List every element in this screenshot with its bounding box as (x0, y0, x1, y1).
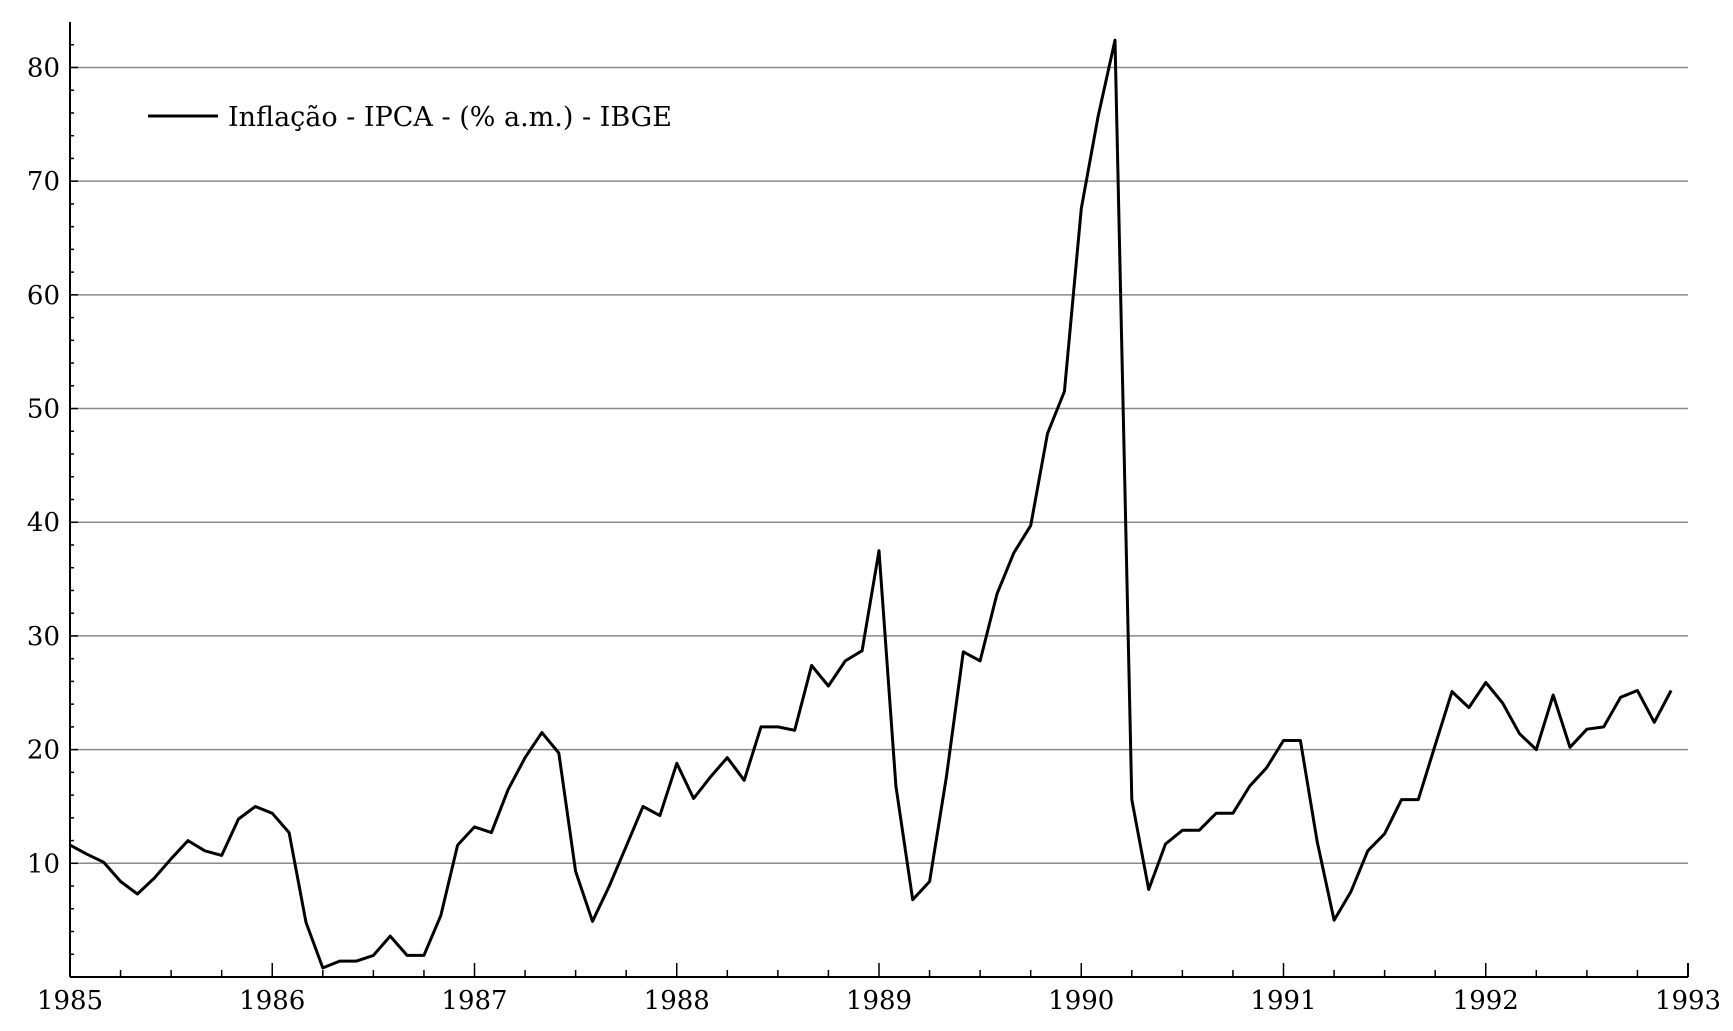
y-tick-label-20: 20 (27, 736, 60, 766)
y-tick-label-70: 70 (27, 167, 60, 197)
x-tick-label-1985: 1985 (37, 986, 103, 1016)
axes (69, 22, 1689, 978)
x-tick-label-1988: 1988 (644, 986, 710, 1016)
y-tick-label-80: 80 (27, 53, 60, 83)
y-ticks: 10 20 30 40 50 60 70 80 (27, 43, 78, 956)
series-line-0 (69, 38, 1673, 970)
y-tick-label-60: 60 (27, 281, 60, 311)
y-tick-label-30: 30 (27, 622, 60, 652)
y-tick-label-50: 50 (27, 395, 60, 425)
x-tick-label-1990: 1990 (1048, 986, 1114, 1016)
x-tick-label-1991: 1991 (1250, 986, 1316, 1016)
legend-label: Inflação - IPCA - (% a.m.) - IBGE (228, 102, 672, 133)
x-tick-label-1989: 1989 (846, 986, 912, 1016)
x-tick-label-1986: 1986 (239, 986, 305, 1016)
grid-lines (70, 66, 1688, 865)
y-tick-label-10: 10 (27, 849, 60, 879)
x-tick-label-1993: 1993 (1655, 986, 1721, 1016)
x-ticks: 1985 1986 1987 1988 1989 1990 1991 1992 1993 (37, 963, 1721, 1016)
y-tick-label-40: 40 (27, 508, 60, 538)
legend: Inflação - IPCA - (% a.m.) - IBGE (148, 102, 672, 133)
x-tick-label-1987: 1987 (441, 986, 507, 1016)
series-group (69, 38, 1673, 970)
x-tick-label-1992: 1992 (1453, 986, 1519, 1016)
